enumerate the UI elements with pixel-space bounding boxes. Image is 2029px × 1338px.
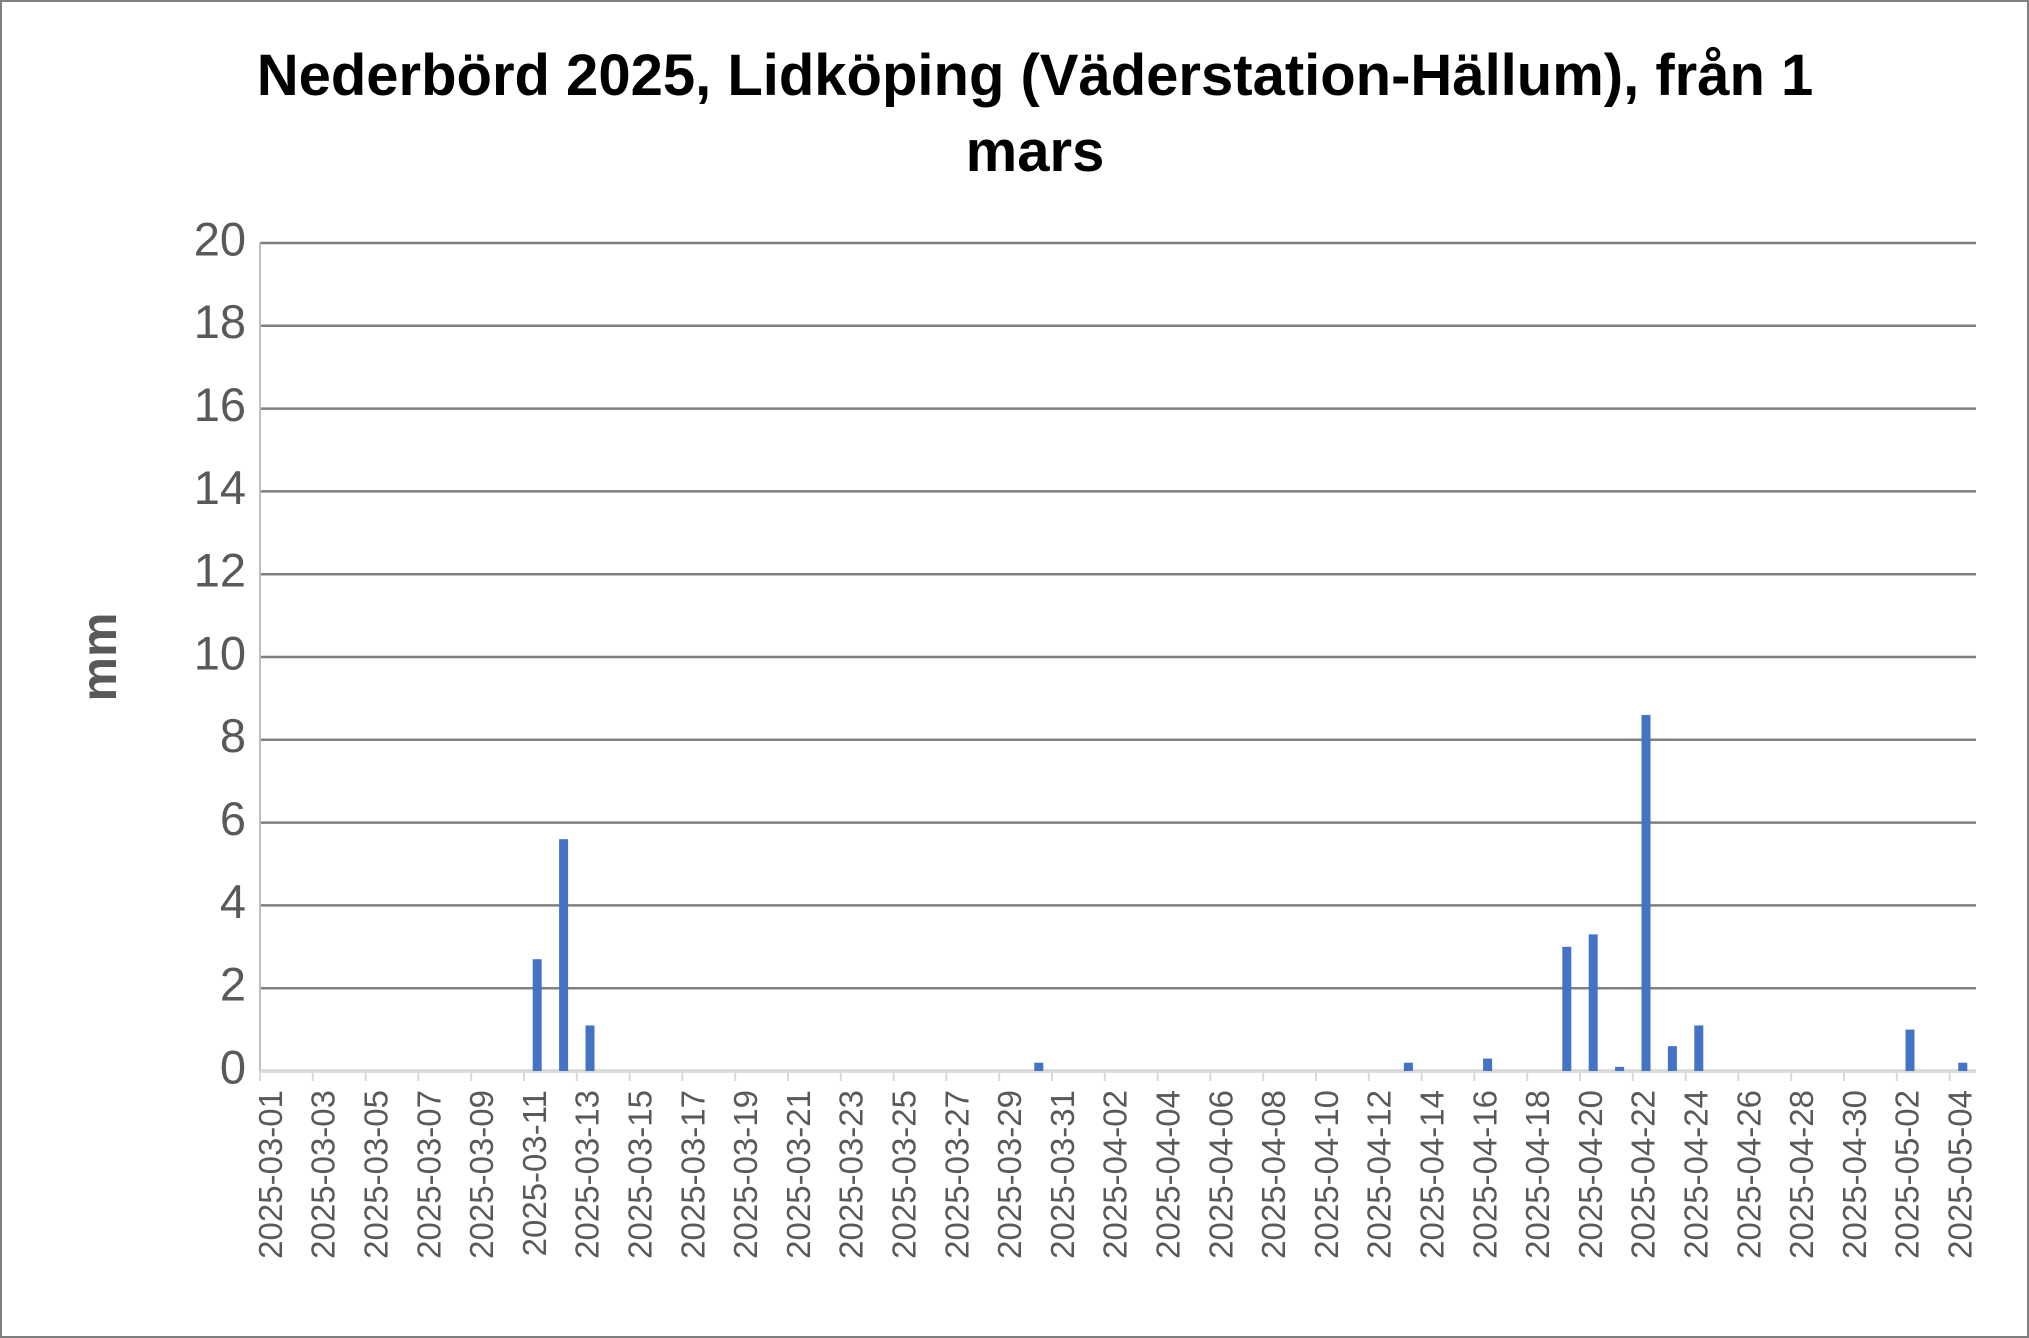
chart-title: Nederbörd 2025, Lidköping (Väderstation-… (256, 43, 1814, 184)
y-tick-label: 6 (220, 792, 246, 845)
x-tick-label: 2025-03-31 (1044, 1090, 1081, 1259)
bar (1483, 1058, 1493, 1071)
x-tick-label: 2025-03-29 (991, 1090, 1028, 1259)
x-tick-label: 2025-03-21 (780, 1090, 817, 1259)
bar (1958, 1062, 1968, 1071)
bar (1562, 946, 1572, 1071)
bar (1694, 1025, 1704, 1071)
x-tick-label: 2025-03-15 (622, 1090, 659, 1259)
x-tick-label: 2025-04-02 (1097, 1090, 1134, 1259)
bar (1403, 1062, 1413, 1071)
bar (585, 1025, 595, 1071)
bar (1641, 714, 1651, 1071)
x-tick-label: 2025-03-11 (516, 1090, 553, 1256)
x-tick-label: 2025-04-18 (1519, 1090, 1556, 1259)
y-tick-label: 2 (220, 958, 246, 1011)
y-tick-label: 4 (220, 875, 246, 928)
x-tick-label: 2025-04-04 (1150, 1090, 1187, 1259)
x-tick-label: 2025-04-08 (1255, 1090, 1292, 1259)
bar (1905, 1029, 1915, 1071)
x-tick-label: 2025-04-12 (1361, 1090, 1398, 1259)
x-tick-label: 2025-05-02 (1889, 1090, 1926, 1259)
bar (1667, 1046, 1677, 1071)
bar (559, 839, 569, 1071)
x-tick-label: 2025-04-10 (1308, 1090, 1345, 1259)
y-tick-label: 14 (194, 461, 246, 514)
bar (532, 959, 542, 1071)
x-tick-label: 2025-04-28 (1783, 1090, 1820, 1259)
x-tick-label: 2025-04-20 (1572, 1090, 1609, 1259)
bar (1588, 934, 1598, 1071)
x-tick-label: 2025-05-04 (1942, 1090, 1979, 1259)
x-tick-label: 2025-03-19 (727, 1090, 764, 1259)
x-tick-label: 2025-04-30 (1836, 1090, 1873, 1259)
x-tick-label: 2025-03-09 (463, 1090, 500, 1259)
y-tick-label: 16 (194, 378, 246, 431)
x-tick-label: 2025-04-22 (1625, 1090, 1662, 1259)
y-tick-label: 8 (220, 709, 246, 762)
x-tick-label: 2025-03-25 (886, 1090, 923, 1259)
y-tick-label: 0 (220, 1040, 246, 1093)
x-tick-label: 2025-04-14 (1414, 1090, 1451, 1259)
bar (1615, 1066, 1625, 1071)
x-tick-label: 2025-03-01 (252, 1090, 289, 1259)
x-tick-label: 2025-03-27 (938, 1090, 975, 1259)
x-tick-label: 2025-04-06 (1202, 1090, 1239, 1259)
x-tick-label: 2025-04-16 (1466, 1090, 1503, 1259)
y-axis-label: mm (71, 613, 127, 702)
x-tick-label: 2025-03-03 (305, 1090, 342, 1259)
x-tick-label: 2025-03-17 (674, 1090, 711, 1259)
y-tick-label: 20 (194, 212, 246, 265)
bar (1034, 1062, 1044, 1071)
x-tick-label: 2025-03-23 (833, 1090, 870, 1259)
x-tick-label: 2025-04-26 (1730, 1090, 1767, 1259)
x-tick-label: 2025-03-05 (358, 1090, 395, 1259)
y-tick-label: 18 (194, 295, 246, 348)
y-tick-label: 12 (194, 544, 246, 597)
x-tick-label: 2025-04-24 (1678, 1090, 1715, 1259)
x-tick-label: 2025-03-13 (569, 1090, 606, 1259)
x-tick-label: 2025-03-07 (410, 1090, 447, 1259)
y-tick-label: 10 (194, 626, 246, 679)
